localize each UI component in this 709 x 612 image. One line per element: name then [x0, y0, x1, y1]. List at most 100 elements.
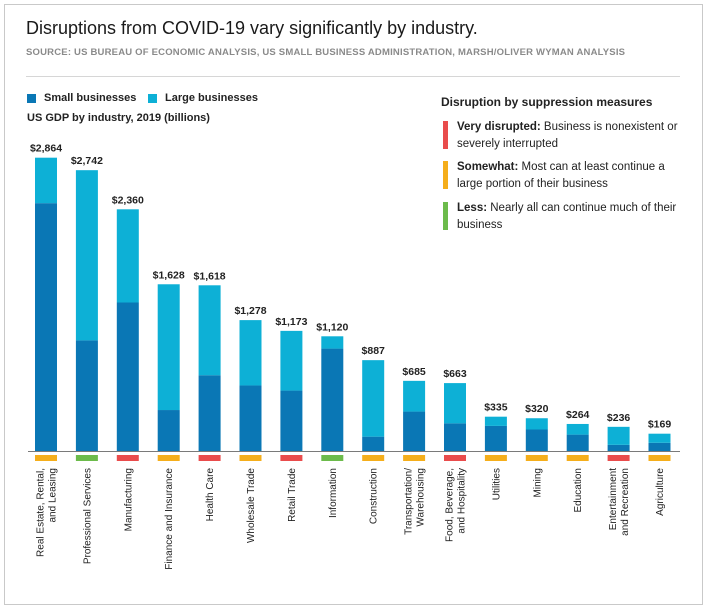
legend-large: Large businesses	[148, 92, 258, 104]
page-title: Disruptions from COVID-19 vary significa…	[26, 18, 478, 38]
bar-small-10	[444, 423, 466, 451]
disruption-marker-1	[75, 455, 98, 461]
bar-small-6	[280, 390, 303, 451]
category-label-5: Wholesale Trade	[246, 468, 257, 543]
bar-small-11	[484, 425, 507, 451]
total-label-2: $2,360	[112, 194, 144, 206]
category-label-7: Information	[328, 468, 339, 518]
legend-small-swatch	[27, 93, 36, 103]
bar-large-10	[444, 383, 466, 424]
disruption-very-swatch	[443, 121, 448, 149]
disruption-marker-12	[525, 455, 548, 461]
disruption-less-label: Less:	[457, 202, 488, 214]
bar-small-3	[157, 410, 180, 451]
category-label-4: Health Care	[205, 468, 216, 522]
total-label-0: $2,864	[30, 143, 62, 155]
disruption-key-title: Disruption by suppression measures	[441, 95, 653, 109]
category-label-15: Agriculture	[655, 468, 666, 516]
bar-large-9	[403, 380, 426, 412]
bar-small-15	[648, 442, 671, 451]
bar-large-12	[525, 418, 548, 430]
bar-large-6	[280, 330, 303, 391]
total-label-14: $236	[607, 412, 631, 424]
category-label-1: Professional Services	[82, 468, 93, 564]
bar-small-9	[403, 411, 426, 451]
bar-large-7	[321, 336, 344, 349]
bar-large-2	[116, 209, 139, 303]
disruption-somewhat-swatch	[443, 161, 448, 189]
bar-small-1	[75, 340, 98, 451]
total-label-11: $335	[484, 402, 508, 414]
disruption-somewhat-text: Most can at least continue a large porti…	[457, 161, 665, 190]
category-label-0: Real Estate, Rental,and Leasing	[36, 468, 59, 557]
disruption-somewhat-label: Somewhat:	[457, 161, 519, 173]
category-label-11: Utilities	[491, 468, 502, 500]
category-label-9: Transportation/Warehousing	[404, 468, 427, 535]
disruption-less-swatch	[443, 202, 448, 230]
legend-large-label: Large businesses	[165, 92, 258, 104]
total-label-7: $1,120	[316, 321, 348, 333]
bar-large-13	[566, 423, 589, 435]
bar-small-7	[321, 348, 344, 451]
disruption-key-less: Less: Nearly all can continue much of th…	[443, 200, 687, 234]
category-label-8: Construction	[369, 468, 380, 524]
total-label-1: $2,742	[71, 155, 103, 167]
category-label-10: Food, Beverage,and Hospitality	[445, 468, 468, 542]
category-label-13: Education	[573, 468, 584, 512]
chart-frame	[4, 4, 703, 605]
total-label-6: $1,173	[275, 316, 307, 328]
disruption-marker-13	[566, 455, 589, 461]
legend-small: Small businesses	[27, 92, 136, 104]
category-label-2: Manufacturing	[123, 468, 134, 531]
legend-large-swatch	[148, 93, 157, 103]
disruption-marker-2	[116, 455, 139, 461]
disruption-marker-9	[403, 455, 426, 461]
bar-small-5	[239, 385, 262, 451]
disruption-marker-6	[280, 455, 303, 461]
bar-small-13	[566, 434, 589, 451]
bar-small-0	[35, 203, 57, 451]
bar-large-5	[239, 320, 262, 386]
total-label-12: $320	[525, 403, 549, 415]
disruption-marker-4	[198, 455, 221, 461]
category-label-3: Finance and Insurance	[164, 468, 175, 570]
total-label-13: $264	[566, 409, 590, 421]
disruption-marker-14	[607, 455, 630, 461]
disruption-marker-10	[444, 455, 466, 461]
disruption-marker-5	[239, 455, 262, 461]
category-label-6: Retail Trade	[287, 468, 298, 522]
disruption-less-text: Nearly all can continue much of their bu…	[457, 202, 677, 231]
bar-large-4	[198, 285, 221, 376]
total-label-4: $1,618	[194, 270, 226, 282]
disruption-marker-15	[648, 455, 671, 461]
disruption-marker-7	[321, 455, 344, 461]
disruption-key-somewhat: Somewhat: Most can at least continue a l…	[443, 159, 687, 193]
disruption-very-label: Very disrupted:	[457, 121, 541, 133]
disruption-marker-0	[35, 455, 57, 461]
bar-large-0	[35, 157, 57, 204]
total-label-8: $887	[362, 345, 386, 357]
bar-large-11	[484, 416, 507, 426]
disruption-key-very: Very disrupted: Business is nonexistent …	[443, 119, 687, 153]
bar-small-8	[362, 436, 385, 451]
disruption-marker-3	[157, 455, 180, 461]
bar-small-12	[525, 429, 548, 451]
disruption-marker-8	[362, 455, 385, 461]
bar-small-2	[116, 302, 139, 451]
bar-large-1	[75, 170, 98, 341]
total-label-3: $1,628	[153, 269, 185, 281]
bar-large-14	[607, 426, 630, 445]
bar-large-3	[157, 284, 180, 411]
chart-subtitle: US GDP by industry, 2019 (billions)	[27, 112, 210, 124]
source-note: SOURCE: US BUREAU OF ECONOMIC ANALYSIS, …	[26, 47, 626, 58]
category-label-14: Entertainmentand Recreation	[608, 468, 631, 536]
bar-small-4	[198, 375, 221, 451]
total-label-5: $1,278	[234, 305, 266, 317]
total-label-15: $169	[648, 419, 672, 431]
bar-small-14	[607, 444, 630, 451]
legend-small-label: Small businesses	[44, 92, 137, 104]
total-label-9: $685	[402, 366, 426, 378]
total-label-10: $663	[443, 368, 467, 380]
disruption-marker-11	[484, 455, 507, 461]
